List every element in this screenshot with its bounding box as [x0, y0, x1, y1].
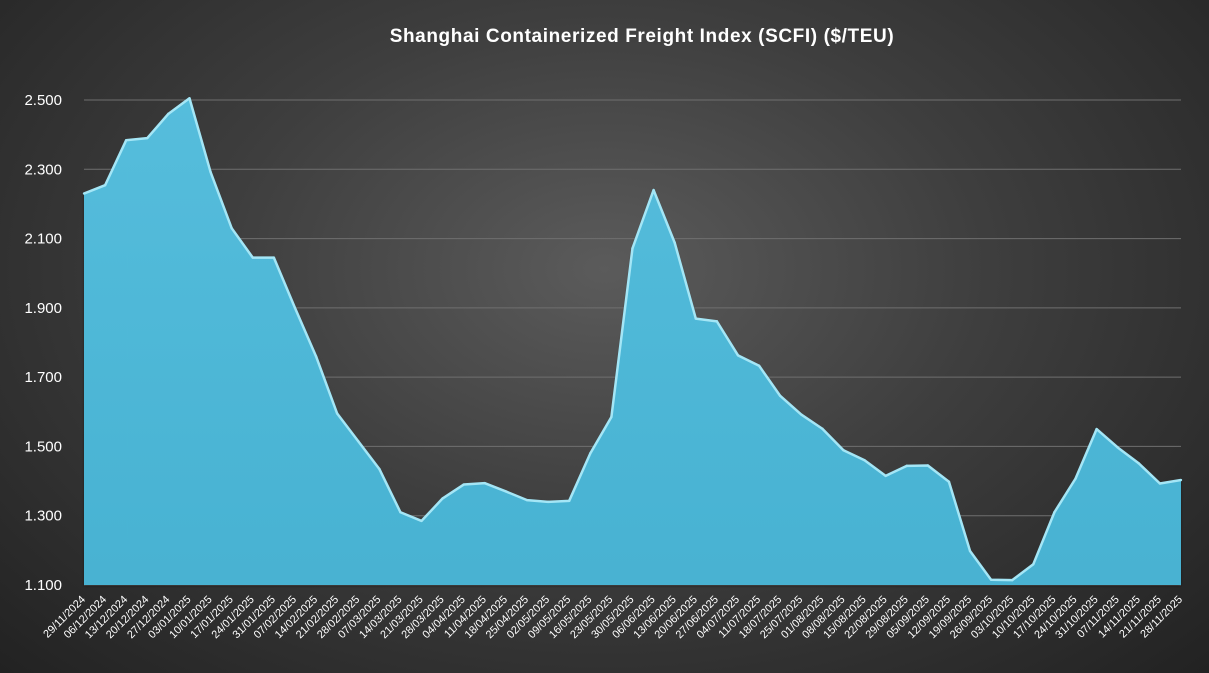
data-point — [757, 364, 761, 367]
data-point — [989, 578, 993, 582]
data-point — [905, 464, 908, 468]
y-tick-label: 1.500 — [24, 438, 62, 455]
y-tick-label: 2.100 — [24, 231, 62, 248]
data-point — [146, 136, 149, 140]
data-point — [947, 480, 951, 483]
data-point — [1011, 578, 1014, 582]
x-axis-ticks: 29/11/202406/12/202413/12/202420/12/2024… — [41, 594, 1185, 641]
data-point — [1179, 478, 1183, 482]
data-point — [568, 499, 571, 503]
area-series — [82, 97, 1183, 586]
data-point — [82, 192, 86, 195]
y-tick-label: 1.900 — [24, 300, 62, 317]
data-point — [926, 464, 930, 467]
data-point — [1032, 563, 1035, 566]
data-point — [441, 497, 444, 500]
data-point — [399, 511, 402, 514]
area-fill — [84, 98, 1181, 586]
data-point — [631, 247, 634, 250]
data-point — [1095, 427, 1098, 431]
data-point — [293, 306, 297, 310]
data-point — [884, 474, 887, 478]
data-point — [230, 226, 233, 230]
y-tick-label: 1.700 — [24, 369, 62, 386]
data-point — [420, 519, 423, 523]
y-axis-ticks: 1.100 1.300 1.500 1.700 1.900 2.100 2.300 2.500 — [24, 92, 62, 594]
chart-title: Shanghai Containerized Freight Index (SC… — [390, 26, 895, 47]
data-point — [842, 449, 845, 452]
data-point — [525, 498, 529, 502]
data-point — [462, 483, 465, 486]
data-point — [715, 320, 719, 323]
data-point — [1158, 482, 1162, 485]
data-point — [821, 427, 824, 430]
data-point — [188, 97, 191, 100]
data-point — [272, 256, 276, 259]
data-point — [800, 413, 803, 416]
data-point — [251, 256, 254, 259]
data-point — [483, 481, 487, 485]
data-point — [694, 317, 697, 320]
data-point — [1137, 462, 1141, 465]
data-point — [610, 415, 613, 419]
data-point — [103, 184, 107, 187]
y-tick-label: 1.300 — [24, 508, 62, 525]
data-point — [736, 354, 740, 357]
data-point — [589, 452, 592, 455]
y-tick-label: 1.100 — [24, 577, 62, 594]
data-point — [167, 112, 170, 116]
data-point — [124, 138, 128, 142]
data-point — [504, 490, 508, 493]
data-point — [335, 412, 339, 415]
y-tick-label: 2.300 — [24, 161, 62, 178]
data-point — [652, 188, 655, 192]
data-point — [378, 467, 381, 471]
data-point — [863, 459, 866, 462]
data-point — [778, 394, 782, 398]
data-point — [1053, 511, 1056, 514]
data-point — [546, 500, 550, 504]
data-point — [357, 440, 360, 443]
data-point — [968, 549, 972, 553]
data-point — [209, 170, 212, 174]
data-point — [314, 355, 318, 358]
data-point — [673, 241, 676, 244]
data-point — [1074, 477, 1077, 480]
y-tick-label: 2.500 — [24, 92, 62, 109]
data-point — [1116, 446, 1119, 449]
